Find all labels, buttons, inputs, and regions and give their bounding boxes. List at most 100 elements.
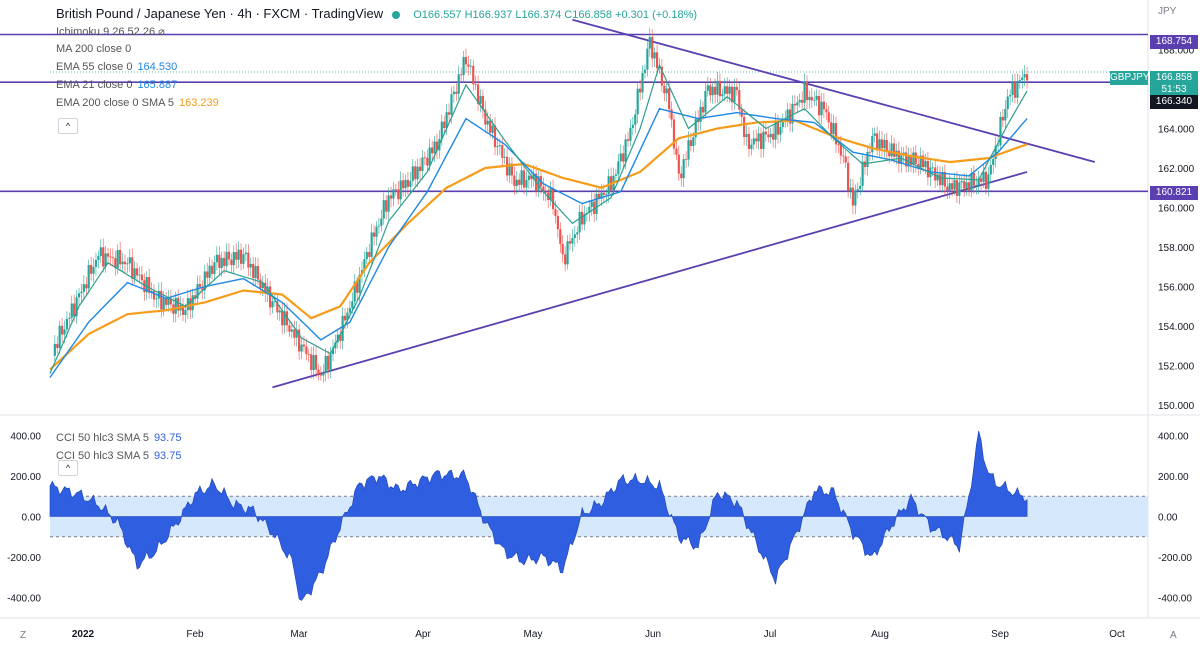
candle-body (588, 206, 591, 213)
candle-body (508, 163, 511, 176)
indicator-legend-row[interactable]: Ichimoku 9 26 52 26 ⌀ (56, 25, 165, 38)
candle-body (116, 250, 119, 268)
candle-body (827, 112, 830, 123)
candle-body (242, 254, 245, 264)
candle-body (503, 156, 506, 158)
candle-body (839, 144, 842, 156)
candle-body (77, 293, 81, 298)
candle-body (319, 373, 322, 376)
candle-body (174, 297, 177, 314)
candle-body (614, 174, 618, 176)
candle-body (409, 180, 412, 187)
candle-body (184, 310, 187, 315)
candle-body (566, 241, 569, 265)
candle-body (223, 257, 226, 267)
collapse-cci-button[interactable]: ^ (58, 460, 78, 476)
candle-body (317, 369, 320, 374)
indicator-legend-row[interactable]: EMA 55 close 0 164.530 (56, 61, 177, 73)
candle-body (897, 150, 900, 164)
candle-body (653, 52, 656, 59)
candle-body (68, 317, 71, 319)
candle-body (389, 195, 393, 199)
candle-body (980, 178, 983, 182)
time-axis-tick: Mar (290, 629, 308, 640)
candle-body (554, 209, 557, 216)
candle-body (544, 191, 547, 193)
candle-body (689, 140, 692, 147)
candle-body (905, 152, 908, 167)
cci-legend-row[interactable]: CCI 50 hlc3 SMA 5 93.75 (56, 450, 181, 462)
candle-body (1023, 74, 1026, 78)
candle-body (510, 163, 514, 176)
candle-body (837, 144, 840, 146)
timezone-icon[interactable]: Z (20, 630, 27, 641)
collapse-indicators-button[interactable]: ^ (58, 118, 78, 134)
candle-body (542, 186, 545, 192)
candle-body (1016, 81, 1019, 98)
candle-body (356, 281, 359, 293)
candle-body (822, 101, 826, 110)
candle-body (460, 74, 463, 76)
candle-body (73, 303, 76, 317)
indicator-legend-row[interactable]: EMA 200 close 0 SMA 5 163.239 (56, 97, 219, 109)
candle-body (90, 264, 93, 274)
candle-body (984, 171, 988, 189)
candle-body (481, 95, 485, 110)
price-axis-tick: 152.000 (1158, 362, 1195, 373)
candle-body (363, 259, 366, 271)
candle-body (873, 133, 876, 137)
candle-body (288, 325, 291, 332)
candle-body (682, 159, 685, 179)
time-axis-tick: 2022 (72, 629, 95, 640)
auto-scale-icon[interactable]: A (1170, 630, 1177, 641)
candle-body (958, 182, 961, 196)
level-tag-top: 168.754 (1150, 35, 1198, 49)
candle-body (900, 155, 903, 164)
candle-body (921, 155, 925, 168)
candle-body (626, 139, 630, 141)
candle-body (757, 133, 760, 142)
candle-body (343, 315, 347, 321)
candle-body (138, 274, 141, 276)
candle-body (111, 257, 114, 259)
candle-body (888, 150, 891, 157)
symbol-title[interactable]: British Pound / Japanese Yen · 4h · FXCM… (56, 6, 384, 21)
candle-body (198, 284, 202, 287)
candle-body (716, 80, 719, 95)
candle-body (1004, 109, 1007, 121)
indicator-legend-row[interactable]: EMA 21 close 0 165.887 (56, 79, 177, 91)
candle-body (568, 241, 572, 244)
candle-body (131, 257, 134, 279)
candle-body (1021, 77, 1024, 81)
candle-body (936, 174, 939, 181)
candle-body (764, 131, 767, 135)
indicator-legend-row[interactable]: MA 200 close 0 (56, 43, 131, 55)
cci-label: CCI 50 hlc3 SMA 5 (56, 450, 149, 462)
candle-body (450, 94, 453, 115)
cci-axis-tick-left: 0.00 (22, 513, 42, 524)
candle-body (863, 161, 867, 168)
candle-body (474, 84, 477, 86)
hidden-eye-icon[interactable]: ⌀ (155, 26, 165, 38)
candle-body (467, 64, 470, 67)
candle-body (515, 179, 518, 186)
cci-axis-tick-right: -400.00 (1158, 594, 1192, 605)
candle-body (160, 290, 163, 310)
candle-body (486, 120, 489, 125)
cci-value: 93.75 (153, 432, 182, 444)
candle-body (914, 152, 917, 165)
candle-body (75, 297, 78, 317)
candle-body (1011, 82, 1014, 95)
candle-body (353, 281, 356, 302)
candle-body (375, 226, 378, 237)
cci-legend-row[interactable]: CCI 50 hlc3 SMA 5 93.75 (56, 432, 181, 444)
indicator-label: MA 200 close 0 (56, 43, 132, 55)
candle-body (646, 48, 649, 70)
currency-label[interactable]: JPY (1158, 6, 1177, 17)
candle-body (119, 250, 122, 265)
candle-body (791, 103, 794, 124)
symbol-tag: GBPJPY (1110, 71, 1150, 85)
candle-body (600, 192, 603, 199)
candle-body (254, 266, 257, 279)
